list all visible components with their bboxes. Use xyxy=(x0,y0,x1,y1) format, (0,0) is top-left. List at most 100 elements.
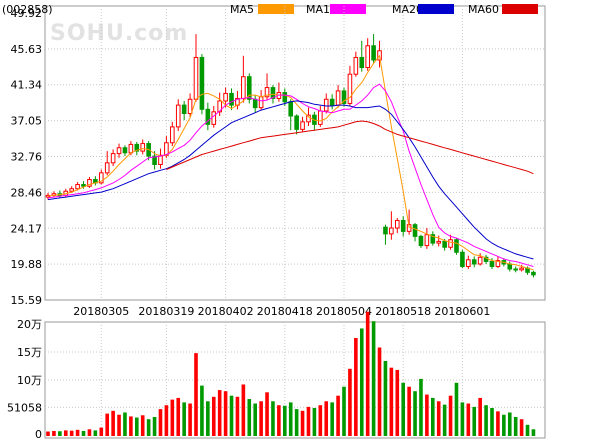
volume-bar xyxy=(507,412,512,436)
candle-body xyxy=(270,87,276,99)
candle xyxy=(318,105,323,127)
candle xyxy=(531,270,536,278)
candle-body xyxy=(87,179,92,187)
price-tick-label: 49.92 xyxy=(11,7,43,20)
legend-label-ma20: MA20 xyxy=(392,3,423,16)
watermark: SOHU.com xyxy=(50,21,188,46)
candle-body xyxy=(134,143,140,152)
volume-bar xyxy=(176,397,181,436)
volume-bar xyxy=(454,382,459,436)
candle-body xyxy=(252,98,258,109)
candle xyxy=(104,151,110,176)
candle-body xyxy=(264,87,270,98)
candle-body xyxy=(217,100,222,113)
candle xyxy=(471,256,477,268)
volume-bar xyxy=(158,409,163,436)
candle-body xyxy=(128,143,134,154)
volume-bar xyxy=(146,419,151,436)
candle-body xyxy=(223,92,228,102)
candle-body xyxy=(329,98,335,106)
volume-bar xyxy=(294,409,299,436)
candle-body xyxy=(282,92,288,103)
candle xyxy=(383,224,388,245)
volume-bar xyxy=(490,408,494,436)
volume-bar xyxy=(336,395,340,436)
candle xyxy=(323,93,329,114)
candle xyxy=(116,143,122,158)
candle xyxy=(110,149,116,167)
volume-bar xyxy=(330,402,334,436)
volume-bar xyxy=(389,367,394,436)
volume-bar xyxy=(354,338,358,436)
date-tick-label: 20180319 xyxy=(138,305,194,318)
candle xyxy=(217,92,222,116)
volume-bar xyxy=(348,368,352,436)
volume-bar xyxy=(99,427,104,436)
candle xyxy=(140,139,146,155)
candle-body xyxy=(152,155,157,165)
candle-body xyxy=(323,98,329,112)
volume-bar xyxy=(448,395,453,436)
legend-swatch-ma20 xyxy=(418,4,454,14)
candle-body xyxy=(175,104,181,128)
volume-bar xyxy=(46,431,50,436)
volume-bar xyxy=(265,392,269,436)
volume-bar xyxy=(259,401,263,436)
volume-bar xyxy=(211,396,216,436)
date-tick-label: 20180305 xyxy=(73,305,129,318)
candle-body xyxy=(75,184,80,190)
candle-body xyxy=(531,271,536,276)
candle xyxy=(424,228,430,249)
volume-bar xyxy=(283,405,287,436)
candle-body xyxy=(460,251,465,267)
legend-label-ma10: MA10 xyxy=(306,3,337,16)
volume-bar xyxy=(342,386,346,436)
candle-body xyxy=(300,121,305,130)
volume-bar xyxy=(442,404,447,436)
volume-bar xyxy=(365,311,370,436)
volume-bar xyxy=(241,384,246,436)
candle xyxy=(300,116,305,132)
price-tick-label: 19.88 xyxy=(11,258,43,271)
candle xyxy=(454,238,459,255)
candle-body xyxy=(69,188,74,192)
price-axis: 49.92 45.63 41.34 37.05 32.76 28.46 24.17 19.88… xyxy=(11,7,43,307)
volume-bar xyxy=(170,399,175,436)
candle xyxy=(229,88,234,111)
volume-bar xyxy=(484,405,488,436)
candle xyxy=(288,99,294,131)
candle xyxy=(158,148,163,169)
date-tick-label: 20180418 xyxy=(257,305,313,318)
candle-body xyxy=(436,240,442,244)
volume-bar xyxy=(401,382,405,436)
volume-bar xyxy=(472,406,477,436)
date-tick-label: 20180504 xyxy=(316,305,372,318)
volume-bar xyxy=(182,402,186,436)
candle-body xyxy=(211,111,217,125)
candle-body xyxy=(122,147,128,154)
volume-bar xyxy=(123,412,127,436)
price-panel-frame xyxy=(44,5,546,301)
volume-bar xyxy=(312,408,317,436)
volume-bar xyxy=(318,405,323,436)
candle-body xyxy=(98,172,104,184)
candle-body xyxy=(341,90,347,104)
candle-body xyxy=(454,239,459,253)
price-tick-label: 45.63 xyxy=(11,43,43,56)
candle xyxy=(359,40,365,72)
volume-bar xyxy=(525,424,530,436)
candle xyxy=(371,34,376,64)
candle xyxy=(252,95,258,113)
candle-body xyxy=(110,153,116,164)
legend-swatch-ma5 xyxy=(258,4,294,14)
candle-body xyxy=(258,96,264,109)
volume-bar xyxy=(235,396,240,436)
candle xyxy=(51,191,57,198)
candle xyxy=(122,145,128,157)
volume-bar xyxy=(135,417,139,436)
candle xyxy=(394,217,400,234)
volume-bar xyxy=(425,394,429,436)
candle xyxy=(466,255,471,269)
candle xyxy=(460,249,465,269)
price-tick-label: 28.46 xyxy=(11,186,43,199)
